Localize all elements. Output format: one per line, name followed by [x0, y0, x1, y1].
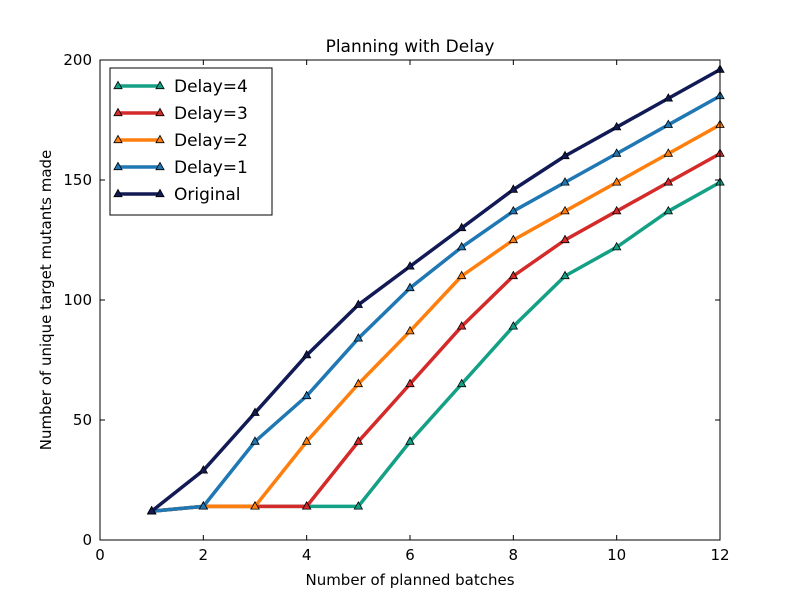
legend-marker	[113, 107, 123, 117]
data-point	[250, 501, 260, 510]
data-point	[663, 205, 674, 215]
data-point	[198, 465, 209, 474]
plot-frame	[99, 59, 721, 541]
data-point	[405, 325, 415, 335]
axis-ticks: 0 2 4 6 8 10 12 0 50 100 150 200	[63, 51, 729, 564]
legend-marker	[155, 161, 165, 171]
x-tick-label: 8	[509, 546, 519, 564]
legend-label: Delay=3	[174, 104, 248, 124]
data-point	[663, 119, 674, 128]
y-axis-label: Number of unique target mutants made	[37, 150, 55, 451]
y-tick-label: 0	[82, 531, 92, 549]
data-point	[456, 241, 467, 251]
series-line	[151, 123, 721, 513]
data-point	[456, 270, 467, 280]
data-point	[663, 148, 674, 157]
y-tick-label: 150	[63, 171, 92, 189]
legend-marker	[113, 134, 123, 144]
x-tick-label: 10	[607, 546, 626, 564]
legend-label: Delay=2	[174, 131, 248, 151]
data-point	[250, 436, 260, 445]
data-point	[508, 234, 519, 244]
legend-marker	[155, 134, 165, 144]
data-point	[456, 321, 467, 330]
x-tick-label: 12	[710, 546, 729, 564]
legend-marker	[113, 161, 123, 171]
y-tick-label: 50	[73, 411, 92, 429]
legend-item: Delay=2	[113, 131, 248, 151]
data-point	[456, 378, 467, 388]
x-tick-label: 0	[95, 546, 105, 564]
data-point	[301, 501, 312, 510]
x-tick-label: 4	[302, 546, 312, 564]
legend-item: Delay=1	[113, 158, 248, 178]
data-point	[560, 177, 570, 186]
data-point	[663, 177, 674, 186]
data-point	[198, 501, 209, 510]
legend-marker	[113, 80, 123, 90]
data-point	[560, 205, 570, 215]
legend-marker	[155, 107, 165, 117]
legend-item: Delay=3	[113, 104, 248, 124]
legend-label: Original	[174, 185, 241, 205]
series-layer	[146, 64, 725, 515]
data-point	[405, 282, 415, 292]
data-point	[146, 505, 157, 515]
data-point	[456, 222, 467, 232]
data-point	[611, 148, 622, 157]
data-point	[405, 261, 415, 270]
y-tick-label: 100	[63, 291, 92, 309]
legend-item: Delay=4	[113, 77, 248, 97]
series-delay-1	[146, 90, 725, 515]
x-tick-label: 6	[405, 546, 415, 564]
data-point	[508, 321, 519, 330]
series-delay-4	[146, 177, 725, 515]
data-point	[663, 93, 674, 102]
series-line	[151, 94, 721, 513]
data-point	[508, 270, 519, 280]
data-point	[301, 390, 312, 400]
chart-title: Planning with Delay	[326, 37, 495, 57]
x-tick-label: 2	[199, 546, 209, 564]
x-axis-label: Number of planned batches	[305, 571, 514, 589]
y-tick-label: 200	[63, 51, 92, 69]
legend-label: Delay=1	[174, 158, 248, 178]
data-point	[560, 270, 570, 280]
data-point	[405, 436, 415, 445]
legend-marker	[113, 188, 123, 198]
data-point	[508, 184, 519, 193]
data-point	[353, 378, 364, 388]
series-original	[146, 64, 725, 515]
data-point	[560, 234, 570, 244]
legend-item: Original	[113, 185, 241, 205]
data-point	[405, 378, 415, 388]
data-point	[353, 333, 364, 342]
data-point	[250, 407, 260, 416]
data-point	[353, 436, 364, 445]
data-point	[301, 349, 312, 359]
legend-marker	[155, 188, 165, 198]
series-line	[150, 68, 721, 513]
legend-marker	[155, 80, 165, 90]
data-point	[611, 177, 622, 186]
legend-label: Delay=4	[174, 77, 248, 97]
data-point	[611, 121, 622, 131]
data-point	[353, 299, 364, 308]
data-point	[353, 501, 364, 510]
data-point	[560, 150, 570, 160]
legend: Delay=4 Delay=3 Delay=2 Delay=1 Original	[109, 67, 273, 216]
data-point	[611, 205, 622, 215]
data-point	[301, 436, 312, 445]
data-point	[508, 205, 519, 215]
data-point	[611, 241, 622, 251]
